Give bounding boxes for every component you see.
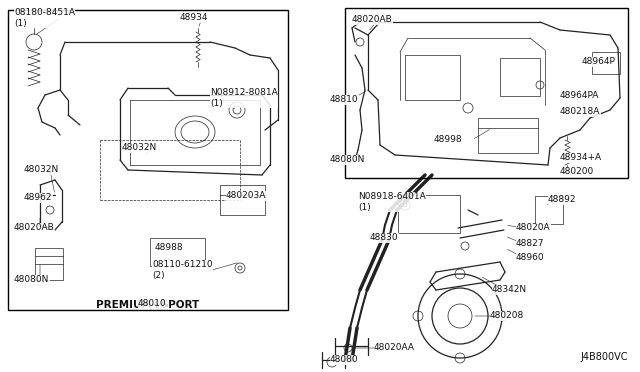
- Text: 48892: 48892: [548, 196, 577, 205]
- Text: 48998: 48998: [434, 135, 463, 144]
- Text: 08180-8451A
(1): 08180-8451A (1): [14, 8, 75, 28]
- Text: 48010: 48010: [138, 299, 166, 308]
- Text: 480203A: 480203A: [226, 192, 266, 201]
- Bar: [345, 8, 628, 178]
- Text: 48810: 48810: [330, 96, 358, 105]
- Text: 48032N: 48032N: [122, 144, 157, 153]
- Text: 48020AA: 48020AA: [374, 343, 415, 353]
- Bar: [8, 10, 288, 310]
- Text: 48080: 48080: [330, 356, 358, 365]
- Bar: [220, 185, 265, 215]
- Bar: [592, 52, 620, 74]
- Text: 48080N: 48080N: [14, 276, 49, 285]
- Text: 08110-61210
(2): 08110-61210 (2): [152, 260, 212, 280]
- Text: J4B800VC: J4B800VC: [580, 352, 628, 362]
- Text: 48080N: 48080N: [330, 155, 365, 164]
- Text: 48962: 48962: [24, 193, 52, 202]
- Text: 480208: 480208: [490, 311, 524, 321]
- Bar: [535, 196, 563, 224]
- Text: 48960: 48960: [516, 253, 545, 263]
- Text: 48020AB: 48020AB: [14, 224, 55, 232]
- Text: N08912-8081A
(1): N08912-8081A (1): [210, 88, 278, 108]
- Bar: [478, 118, 538, 153]
- Text: 48964P: 48964P: [582, 58, 616, 67]
- Text: 48020A: 48020A: [516, 224, 550, 232]
- Text: 48342N: 48342N: [492, 285, 527, 295]
- Text: PREMIUM+SPORT: PREMIUM+SPORT: [97, 300, 200, 310]
- Bar: [405, 55, 460, 100]
- Text: 48827: 48827: [516, 240, 545, 248]
- Text: 48830: 48830: [370, 234, 399, 243]
- Text: 480218A: 480218A: [560, 108, 600, 116]
- Text: 48032N: 48032N: [24, 166, 60, 174]
- Bar: [500, 58, 540, 96]
- Bar: [35, 248, 63, 280]
- Text: 480200: 480200: [560, 167, 595, 176]
- Text: 48964PA: 48964PA: [560, 92, 600, 100]
- Text: 48934+A: 48934+A: [560, 154, 602, 163]
- Text: 48988: 48988: [155, 244, 184, 253]
- Bar: [150, 238, 205, 266]
- Text: N08918-6401A
(1): N08918-6401A (1): [358, 192, 426, 212]
- Bar: [398, 195, 460, 233]
- Text: 48020AB: 48020AB: [352, 16, 393, 25]
- Text: 48934: 48934: [180, 13, 209, 22]
